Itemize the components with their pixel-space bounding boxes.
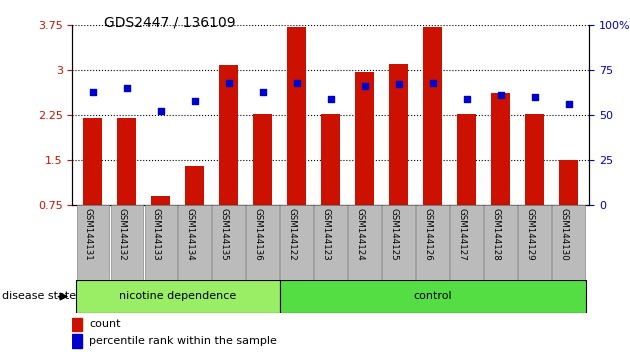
Bar: [457, 114, 476, 205]
Bar: [178, 205, 211, 280]
Bar: [321, 114, 340, 205]
Bar: [280, 205, 313, 280]
Text: GSM144126: GSM144126: [424, 208, 433, 261]
Point: [564, 101, 574, 107]
Bar: [72, 318, 82, 331]
Text: GSM144133: GSM144133: [152, 208, 161, 261]
Text: GSM144122: GSM144122: [288, 208, 297, 261]
Text: GSM144123: GSM144123: [322, 208, 331, 261]
Point: [326, 96, 336, 102]
Point: [258, 89, 268, 95]
Bar: [110, 205, 143, 280]
Bar: [355, 72, 374, 205]
Text: GSM144124: GSM144124: [356, 208, 365, 261]
Point: [428, 80, 438, 85]
Text: GSM144134: GSM144134: [186, 208, 195, 261]
Text: GSM144136: GSM144136: [254, 208, 263, 261]
Point: [530, 94, 540, 100]
Bar: [525, 114, 544, 205]
Text: percentile rank within the sample: percentile rank within the sample: [89, 336, 277, 346]
Bar: [348, 205, 381, 280]
Bar: [280, 280, 586, 313]
Bar: [416, 205, 449, 280]
Bar: [423, 27, 442, 205]
Bar: [314, 205, 347, 280]
Text: GSM144129: GSM144129: [525, 208, 535, 261]
Text: GSM144132: GSM144132: [118, 208, 127, 261]
Bar: [151, 196, 170, 205]
Bar: [559, 160, 578, 205]
Bar: [518, 205, 551, 280]
Point: [88, 89, 98, 95]
Text: GSM144127: GSM144127: [458, 208, 467, 261]
Bar: [185, 166, 204, 205]
Bar: [212, 205, 245, 280]
Point: [190, 98, 200, 103]
Point: [292, 80, 302, 85]
Text: GSM144125: GSM144125: [390, 208, 399, 261]
Text: disease state: disease state: [2, 291, 76, 302]
Bar: [76, 280, 280, 313]
Point: [122, 85, 132, 91]
Text: GSM144130: GSM144130: [559, 208, 569, 261]
Point: [394, 81, 404, 87]
Bar: [144, 205, 177, 280]
Bar: [117, 118, 136, 205]
Text: GSM144128: GSM144128: [491, 208, 501, 261]
Text: GDS2447 / 136109: GDS2447 / 136109: [104, 16, 236, 30]
Bar: [219, 65, 238, 205]
Point: [360, 83, 370, 89]
Bar: [491, 93, 510, 205]
Bar: [253, 114, 272, 205]
Text: nicotine dependence: nicotine dependence: [119, 291, 236, 302]
Bar: [484, 205, 517, 280]
Point: [462, 96, 472, 102]
Point: [224, 80, 234, 85]
Text: GSM144131: GSM144131: [84, 208, 93, 261]
Text: control: control: [413, 291, 452, 302]
Bar: [72, 334, 82, 348]
Bar: [382, 205, 415, 280]
Text: GSM144135: GSM144135: [220, 208, 229, 261]
Bar: [287, 27, 306, 205]
Bar: [246, 205, 279, 280]
Bar: [389, 64, 408, 205]
Text: count: count: [89, 319, 121, 329]
Bar: [84, 118, 102, 205]
Point: [156, 109, 166, 114]
Bar: [76, 205, 109, 280]
Point: [496, 92, 506, 98]
Bar: [450, 205, 483, 280]
Bar: [553, 205, 585, 280]
